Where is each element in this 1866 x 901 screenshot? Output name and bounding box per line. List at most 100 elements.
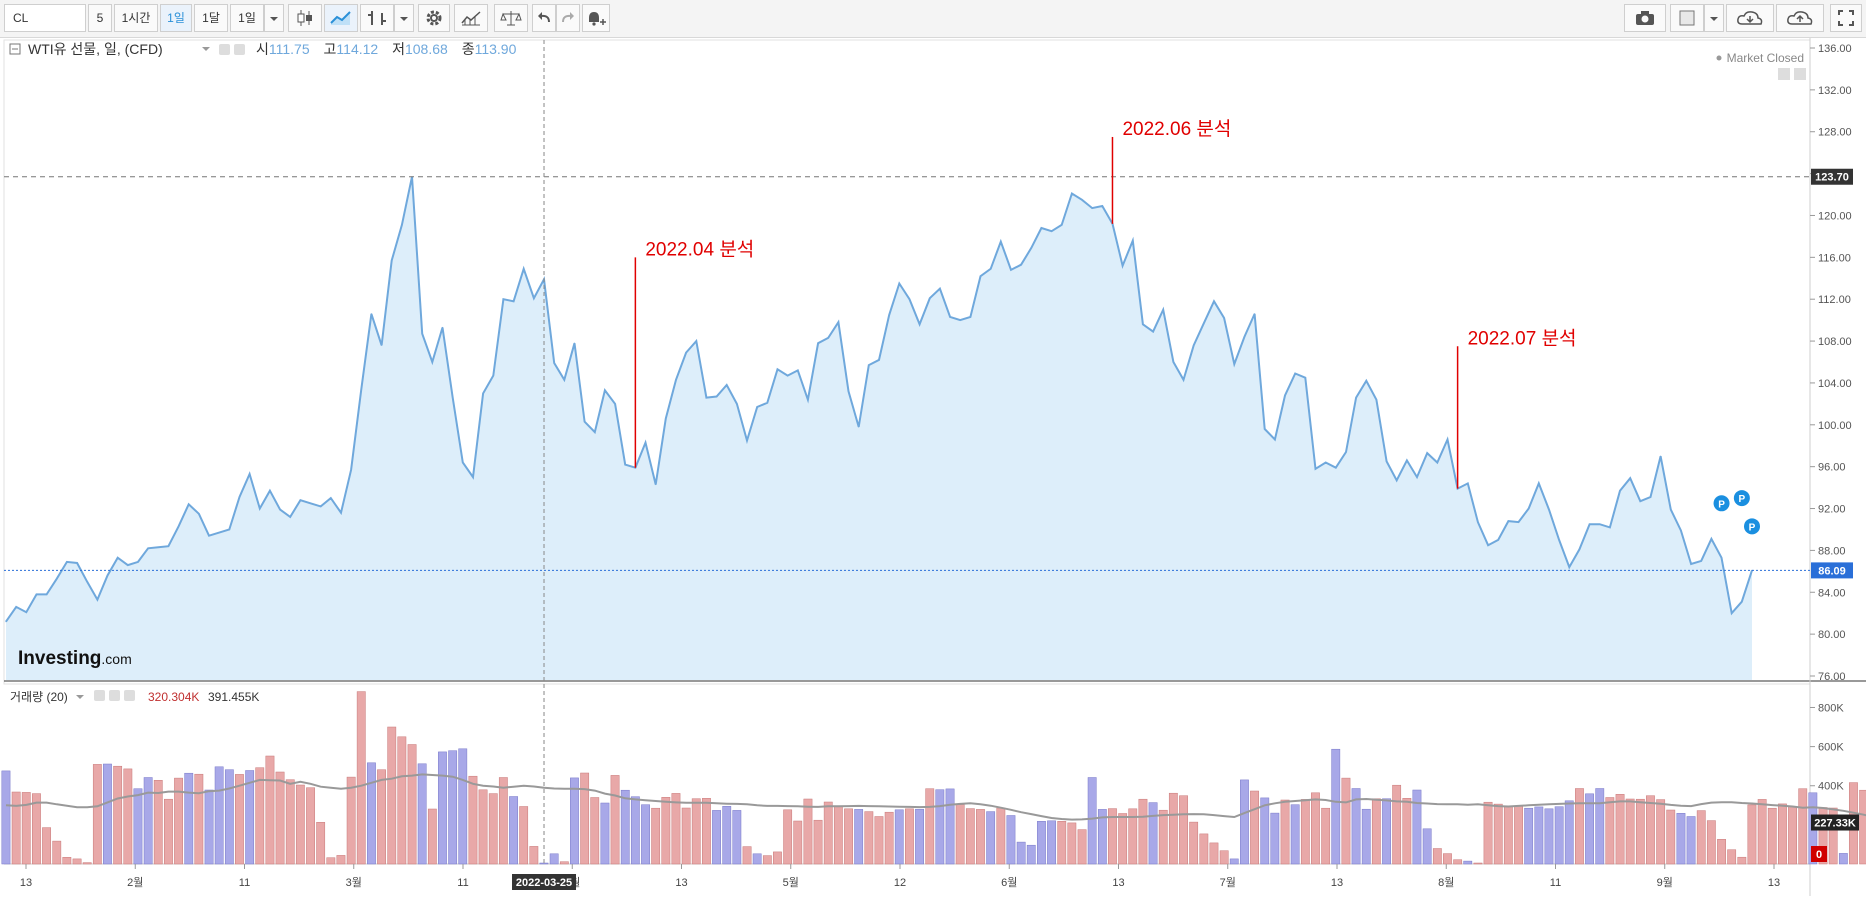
event-marker-label: P [1749,522,1756,533]
volume-bar [895,810,903,864]
settings-toggle-icon[interactable] [234,44,245,55]
gear-icon [425,9,443,27]
volume-bar [1860,790,1866,864]
chart-svg[interactable]: 76.0080.0084.0088.0092.0096.00100.00104.… [0,38,1866,896]
volume-visibility-icon[interactable] [94,690,105,701]
volume-bar [530,846,538,864]
volume-bar [621,790,629,864]
visibility-toggle-icon[interactable] [219,44,230,55]
volume-bar [144,778,152,865]
volume-bar [1382,799,1390,864]
volume-bar [1443,854,1451,864]
reference-price-label: 86.09 [1818,565,1846,577]
volume-bar [317,822,325,864]
screenshot-button[interactable] [1624,4,1666,32]
volume-bar [1200,834,1208,864]
annotation-label[interactable]: 2022.04 분석 [645,238,754,260]
annotation-label[interactable]: 2022.06 분석 [1122,118,1231,140]
volume-settings-icon[interactable] [109,690,120,701]
pane-close-icon[interactable] [1794,68,1806,80]
area-chart-button[interactable] [324,4,358,32]
volume-bar [723,806,731,864]
pane-info-icon[interactable] [1778,68,1790,80]
volume-bar [256,768,264,864]
time-tick-label: 7월 [1220,876,1236,889]
volume-bar [794,821,802,864]
volume-bar [1697,811,1705,864]
volume-bar [1454,860,1462,864]
candlestick-chart-button[interactable] [288,4,322,32]
volume-bar [1372,799,1380,864]
redo-icon [560,9,576,27]
volume-bar [753,854,761,864]
cloud-upload-button[interactable] [1776,4,1824,32]
volume-dropdown-icon[interactable] [76,695,84,699]
interval-1hour-button[interactable]: 1시간 [114,4,158,32]
volume-bar [266,756,274,864]
volume-value-2: 391.455K [208,690,259,704]
volume-bar [1271,813,1279,864]
volume-bar [73,859,81,864]
reference-price-label: 123.70 [1815,172,1849,184]
time-tick-label: 3월 [346,876,362,889]
range-dropdown-button[interactable] [264,4,284,32]
chart-type-dropdown-button[interactable] [394,4,414,32]
volume-bar [631,797,639,864]
color-picker-button[interactable] [1670,4,1704,32]
volume-bar [1169,793,1177,864]
volume-bar [1311,793,1319,864]
volume-bar [1250,791,1258,864]
title-dropdown-icon[interactable] [202,47,210,51]
price-tick-label: 88.00 [1818,545,1846,557]
settings-button[interactable] [418,4,450,32]
volume-bar [936,790,944,864]
volume-bar [1728,850,1736,864]
interval-1month-button[interactable]: 1달 [194,4,228,32]
volume-bar [388,727,396,864]
price-tick-label: 100.00 [1818,420,1852,432]
undo-button[interactable] [532,4,556,32]
range-select[interactable]: 1일 [230,4,264,32]
compare-button[interactable] [494,4,528,32]
volume-close-icon[interactable] [124,690,135,701]
volume-bar [1403,798,1411,864]
indicators-button[interactable] [454,4,488,32]
volume-bar [712,810,720,864]
time-tick-label: 13 [20,877,32,889]
time-axis: 132월113월114월135월126월137월138월119월13 [20,864,1780,889]
undo-icon [536,9,552,27]
volume-bar [286,780,294,864]
volume-bar [1717,839,1725,864]
volume-bar [1484,802,1492,864]
fullscreen-button[interactable] [1830,4,1862,32]
volume-bar [540,863,548,864]
bar-chart-button[interactable] [360,4,394,32]
cloud-download-button[interactable] [1726,4,1774,32]
color-swatch-icon [1678,9,1696,27]
color-dropdown-button[interactable] [1704,4,1724,32]
bell-plus-icon [586,9,606,27]
redo-button[interactable] [556,4,580,32]
volume-bar [306,788,314,864]
volume-bar [1149,803,1157,864]
volume-bar [185,773,193,864]
interval-1day-button[interactable]: 1일 [160,4,192,32]
symbol-input[interactable]: CL [4,4,86,32]
price-tick-label: 80.00 [1818,629,1846,641]
price-tick-label: 104.00 [1818,378,1852,390]
volume-bar [570,778,578,864]
volume-bar [662,797,670,864]
volume-bar [773,852,781,864]
low-label: 저 [392,41,405,57]
volume-bar [1545,809,1553,864]
alert-button[interactable] [582,4,610,32]
annotation-label[interactable]: 2022.07 분석 [1468,327,1577,349]
volume-bar [1646,796,1654,864]
volume-bar [357,692,365,864]
volume-bar [733,810,741,864]
volume-bar [327,858,335,864]
volume-bar [489,794,497,864]
interval-5min-button[interactable]: 5 [88,4,112,32]
